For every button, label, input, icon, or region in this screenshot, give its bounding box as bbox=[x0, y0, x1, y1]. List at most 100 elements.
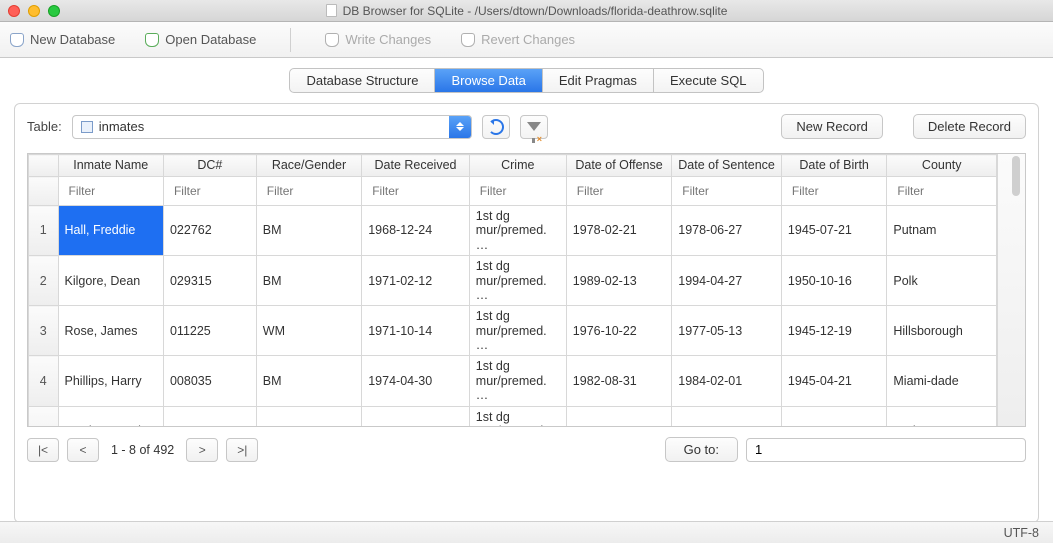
table-cell[interactable]: Hall, Freddie bbox=[58, 206, 163, 256]
table-cell[interactable]: 1st dg mur/premed. … bbox=[469, 206, 566, 256]
table-cell[interactable]: Miami-dade bbox=[887, 356, 997, 406]
tab-browse-data[interactable]: Browse Data bbox=[435, 69, 542, 92]
table-cell[interactable]: 1950-10-16 bbox=[781, 256, 886, 306]
revert-changes-button[interactable]: Revert Changes bbox=[461, 32, 575, 47]
table-cell[interactable]: 1971-10-14 bbox=[362, 306, 470, 356]
goto-button[interactable]: Go to: bbox=[665, 437, 738, 462]
table-cell[interactable]: Hillsborough bbox=[887, 306, 997, 356]
table-row[interactable]: 5Meeks, Douglas046346BM1975-03-211st dg … bbox=[29, 406, 997, 427]
table-cell[interactable]: 1974-10-24 bbox=[566, 406, 671, 427]
column-filter-input[interactable] bbox=[65, 180, 157, 202]
table-cell[interactable]: BM bbox=[256, 406, 361, 427]
clear-filters-button[interactable]: × bbox=[520, 115, 548, 139]
table-cell[interactable]: 1st dg mur/premed. … bbox=[469, 356, 566, 406]
table-cell[interactable]: 1968-12-24 bbox=[362, 206, 470, 256]
table-cell[interactable]: 1945-12-19 bbox=[781, 306, 886, 356]
table-cell[interactable]: Taylor bbox=[887, 406, 997, 427]
vertical-scrollbar[interactable] bbox=[997, 154, 1025, 426]
table-cell[interactable]: 1974-04-30 bbox=[362, 356, 470, 406]
delete-record-button[interactable]: Delete Record bbox=[913, 114, 1026, 139]
refresh-button[interactable] bbox=[482, 115, 510, 139]
table-cell[interactable]: 1st dg mur/premed. … bbox=[469, 256, 566, 306]
column-header[interactable]: Crime bbox=[469, 155, 566, 177]
new-database-button[interactable]: New Database bbox=[10, 32, 115, 47]
row-number[interactable]: 2 bbox=[29, 256, 59, 306]
table-row[interactable]: 2Kilgore, Dean029315BM1971-02-121st dg m… bbox=[29, 256, 997, 306]
table-cell[interactable]: Phillips, Harry bbox=[58, 356, 163, 406]
table-cell[interactable]: 1984-02-01 bbox=[672, 356, 782, 406]
table-cell[interactable]: 1975-03-21 bbox=[362, 406, 470, 427]
table-cell[interactable]: 046346 bbox=[163, 406, 256, 427]
column-filter-input[interactable] bbox=[788, 180, 880, 202]
table-cell[interactable]: 1971-02-12 bbox=[362, 256, 470, 306]
table-cell[interactable]: Rose, James bbox=[58, 306, 163, 356]
table-cell[interactable]: BM bbox=[256, 256, 361, 306]
column-filter-input[interactable] bbox=[893, 180, 990, 202]
table-cell[interactable]: 1994-04-27 bbox=[672, 256, 782, 306]
table-cell[interactable]: 1989-02-13 bbox=[566, 256, 671, 306]
table-cell[interactable]: 1953-06-28 bbox=[781, 406, 886, 427]
open-database-button[interactable]: Open Database bbox=[145, 32, 256, 47]
table-cell[interactable]: WM bbox=[256, 306, 361, 356]
close-window-button[interactable] bbox=[8, 5, 20, 17]
row-number[interactable]: 3 bbox=[29, 306, 59, 356]
column-filter-input[interactable] bbox=[263, 180, 355, 202]
tab-edit-pragmas[interactable]: Edit Pragmas bbox=[543, 69, 654, 92]
goto-input[interactable] bbox=[746, 438, 1026, 462]
status-bar: UTF-8 bbox=[0, 521, 1053, 543]
column-header[interactable]: County bbox=[887, 155, 997, 177]
column-header[interactable]: Date of Offense bbox=[566, 155, 671, 177]
table-cell[interactable]: 1945-07-21 bbox=[781, 206, 886, 256]
page-first-button[interactable]: |< bbox=[27, 438, 59, 462]
table-cell[interactable]: Polk bbox=[887, 256, 997, 306]
row-number[interactable]: 1 bbox=[29, 206, 59, 256]
table-cell[interactable]: Kilgore, Dean bbox=[58, 256, 163, 306]
filter-row-corner bbox=[29, 177, 59, 206]
column-header[interactable]: Date of Sentence bbox=[672, 155, 782, 177]
minimize-window-button[interactable] bbox=[28, 5, 40, 17]
zoom-window-button[interactable] bbox=[48, 5, 60, 17]
table-cell[interactable]: 1982-08-31 bbox=[566, 356, 671, 406]
table-cell[interactable]: 022762 bbox=[163, 206, 256, 256]
write-changes-button[interactable]: Write Changes bbox=[325, 32, 431, 47]
row-number[interactable]: 4 bbox=[29, 356, 59, 406]
tab-database-structure[interactable]: Database Structure bbox=[290, 69, 435, 92]
table-cell[interactable]: 1st dg mur/premed. … bbox=[469, 406, 566, 427]
page-position: 1 - 8 of 492 bbox=[107, 443, 178, 457]
table-cell[interactable]: Putnam bbox=[887, 206, 997, 256]
page-next-button[interactable]: > bbox=[186, 438, 218, 462]
table-row[interactable]: 3Rose, James011225WM1971-10-141st dg mur… bbox=[29, 306, 997, 356]
page-prev-button[interactable]: < bbox=[67, 438, 99, 462]
table-cell[interactable]: 029315 bbox=[163, 256, 256, 306]
row-number[interactable]: 5 bbox=[29, 406, 59, 427]
table-cell[interactable]: 1945-04-21 bbox=[781, 356, 886, 406]
column-filter-input[interactable] bbox=[170, 180, 250, 202]
column-header[interactable]: Race/Gender bbox=[256, 155, 361, 177]
column-filter-input[interactable] bbox=[476, 180, 560, 202]
column-header[interactable]: DC# bbox=[163, 155, 256, 177]
column-header[interactable]: Inmate Name bbox=[58, 155, 163, 177]
table-cell[interactable]: 1975-06-04 bbox=[672, 406, 782, 427]
table-cell[interactable]: 1976-10-22 bbox=[566, 306, 671, 356]
table-select[interactable]: inmates bbox=[72, 115, 472, 139]
table-cell[interactable]: 1977-05-13 bbox=[672, 306, 782, 356]
table-cell[interactable]: 008035 bbox=[163, 356, 256, 406]
tab-execute-sql[interactable]: Execute SQL bbox=[654, 69, 763, 92]
table-row[interactable]: 4Phillips, Harry008035BM1974-04-301st dg… bbox=[29, 356, 997, 406]
table-cell[interactable]: 1978-02-21 bbox=[566, 206, 671, 256]
column-filter-input[interactable] bbox=[368, 180, 463, 202]
table-row[interactable]: 1Hall, Freddie022762BM1968-12-241st dg m… bbox=[29, 206, 997, 256]
column-filter-input[interactable] bbox=[678, 180, 775, 202]
table-cell[interactable]: 011225 bbox=[163, 306, 256, 356]
column-header[interactable]: Date Received bbox=[362, 155, 470, 177]
table-cell[interactable]: 1978-06-27 bbox=[672, 206, 782, 256]
table-cell[interactable]: Meeks, Douglas bbox=[58, 406, 163, 427]
table-cell[interactable]: 1st dg mur/premed. … bbox=[469, 306, 566, 356]
column-header[interactable]: Date of Birth bbox=[781, 155, 886, 177]
page-last-button[interactable]: >| bbox=[226, 438, 258, 462]
table-cell[interactable]: BM bbox=[256, 206, 361, 256]
new-record-button[interactable]: New Record bbox=[781, 114, 883, 139]
scrollbar-thumb[interactable] bbox=[1012, 156, 1020, 196]
column-filter-input[interactable] bbox=[573, 180, 665, 202]
table-cell[interactable]: BM bbox=[256, 356, 361, 406]
